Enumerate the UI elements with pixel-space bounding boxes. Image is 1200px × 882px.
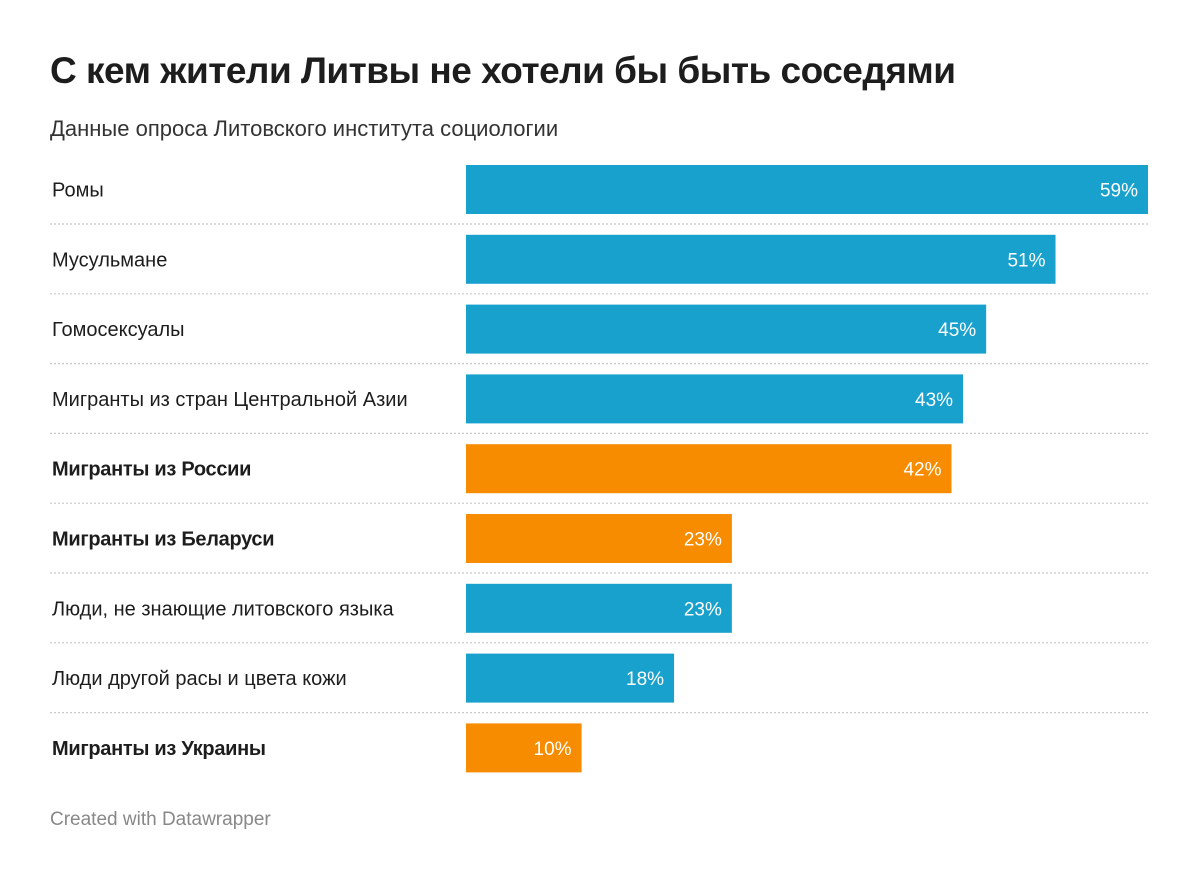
category-label: Мигранты из России: [52, 459, 251, 481]
category-label: Гомосексуалы: [52, 319, 185, 341]
bar: [466, 165, 1148, 214]
category-label: Мигранты из стран Центральной Азии: [52, 389, 408, 411]
bar: [466, 583, 732, 633]
value-label: 23%: [684, 599, 722, 620]
chart-title: С кем жители Литвы не хотели бы быть сос…: [50, 50, 956, 91]
bar: [466, 723, 582, 773]
value-label: 10%: [534, 739, 572, 760]
footer-credit[interactable]: Created with Datawrapper: [50, 809, 271, 830]
value-label: 42%: [903, 460, 941, 481]
bar: [466, 653, 675, 703]
chart-subtitle: Данные опроса Литовского института социо…: [50, 116, 559, 141]
category-label: Ромы: [52, 180, 104, 202]
bar: [466, 304, 987, 354]
bar: [466, 374, 964, 424]
value-label: 59%: [1100, 181, 1138, 202]
bar: [466, 514, 732, 563]
category-label: Люди другой расы и цвета кожи: [52, 668, 347, 690]
value-label: 51%: [1007, 250, 1045, 271]
bar: [466, 444, 952, 494]
value-label: 18%: [626, 669, 664, 690]
value-label: 23%: [684, 530, 722, 551]
category-label: Люди, не знающие литовского языка: [52, 598, 395, 620]
category-label: Мигранты из Беларуси: [52, 529, 274, 551]
value-label: 45%: [938, 320, 976, 341]
bar: [466, 234, 1056, 284]
value-label: 43%: [915, 390, 953, 411]
category-label: Мусульмане: [52, 249, 167, 271]
category-label: Мигранты из Украины: [52, 738, 266, 760]
bar-chart: Ромы 59% Мусульмане 51% Гомосексуалы 45% Мигра…: [50, 165, 1148, 773]
